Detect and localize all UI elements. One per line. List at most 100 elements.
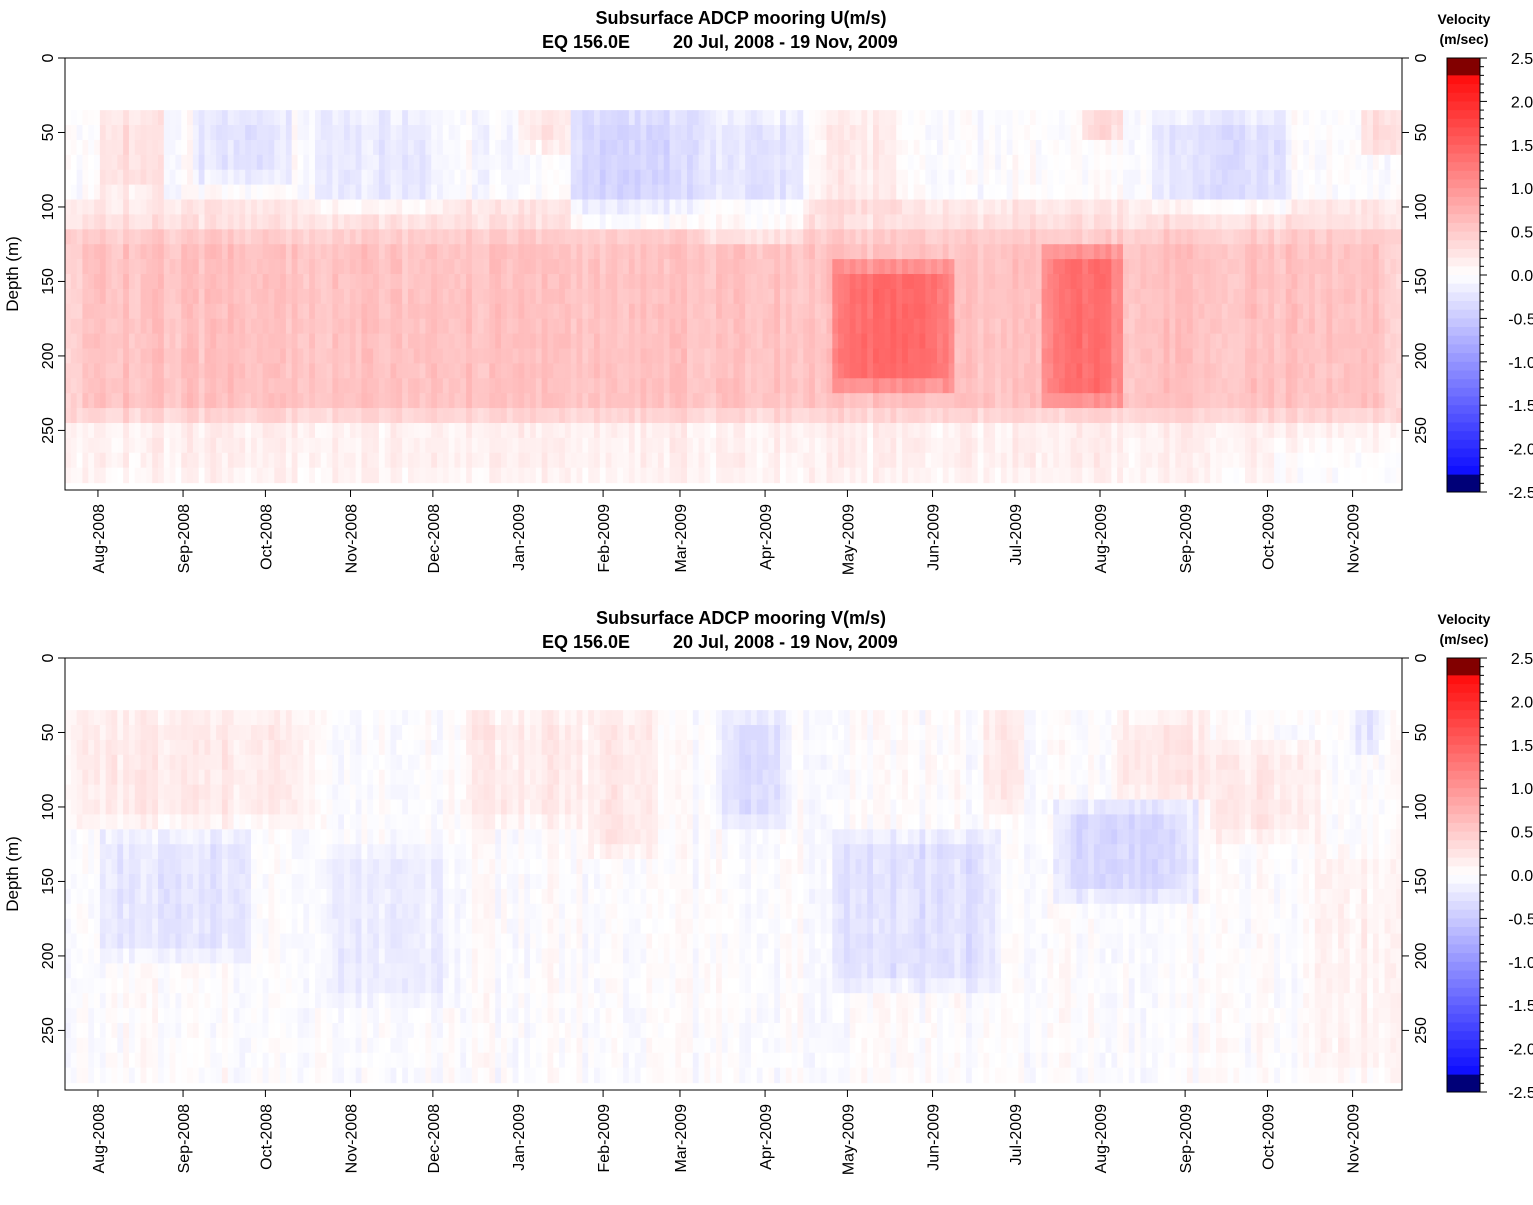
heatmap-cell <box>1192 467 1200 484</box>
heatmap-cell <box>791 244 799 260</box>
heatmap-cell <box>1053 259 1060 275</box>
heatmap-cell <box>698 288 706 305</box>
heatmap-cell <box>1175 318 1182 335</box>
heatmap-cell <box>1152 199 1159 216</box>
heatmap-cell <box>344 452 351 469</box>
heatmap-cell <box>158 452 165 469</box>
heatmap-cell <box>500 110 508 126</box>
heatmap-cell <box>605 467 613 484</box>
heatmap-cell <box>314 452 322 469</box>
heatmap-cell <box>477 154 485 171</box>
heatmap-cell <box>94 274 101 290</box>
heatmap-cell <box>570 288 578 305</box>
heatmap-cell <box>995 125 1002 141</box>
heatmap-cell <box>506 169 514 186</box>
heatmap-cell <box>128 318 136 335</box>
heatmap-cell <box>698 154 706 171</box>
heatmap-cell <box>1000 467 1008 484</box>
heatmap-cell <box>1152 452 1159 469</box>
heatmap-cell <box>477 303 485 320</box>
heatmap-cell <box>1093 229 1101 245</box>
heatmap-cell <box>750 274 758 290</box>
heatmap-cell <box>466 259 473 275</box>
heatmap-cell <box>489 110 496 126</box>
heatmap-cell <box>814 437 822 454</box>
heatmap-cell <box>1024 422 1031 439</box>
heatmap-cell <box>1181 318 1188 335</box>
heatmap-cell <box>657 139 665 156</box>
heatmap-cell <box>541 452 549 469</box>
heatmap-cell <box>832 110 839 126</box>
heatmap-cell <box>320 169 328 186</box>
heatmap-cell <box>553 139 560 156</box>
heatmap-cell <box>111 125 118 141</box>
heatmap-cell <box>518 333 525 350</box>
heatmap-cell <box>652 363 659 379</box>
heatmap-cell <box>983 229 990 245</box>
heatmap-cell <box>1006 408 1014 424</box>
heatmap-cell <box>756 274 764 290</box>
heatmap-cell <box>1093 154 1101 171</box>
heatmap-cell <box>890 244 897 260</box>
heatmap-cell <box>332 288 339 305</box>
heatmap-cell <box>76 437 84 454</box>
heatmap-cell <box>1070 452 1078 469</box>
heatmap-cell <box>960 303 967 320</box>
heatmap-cell <box>971 259 979 275</box>
heatmap-cell <box>657 110 665 126</box>
heatmap-cell <box>640 348 647 364</box>
heatmap-cell <box>512 378 520 394</box>
heatmap-cell <box>303 154 310 171</box>
heatmap-cell <box>936 229 944 245</box>
heatmap-cell <box>838 333 845 350</box>
heatmap-cell <box>570 110 578 126</box>
heatmap-cell <box>907 184 915 201</box>
heatmap-cell <box>431 199 438 216</box>
heatmap-cell <box>158 184 165 201</box>
heatmap-cell <box>692 259 700 275</box>
heatmap-cell <box>227 229 235 245</box>
heatmap-cell <box>407 288 415 305</box>
heatmap-cell <box>913 378 921 394</box>
heatmap-cell <box>437 408 444 424</box>
heatmap-cell <box>564 408 572 424</box>
heatmap-cell <box>1169 408 1176 424</box>
heatmap-cell <box>407 184 415 201</box>
heatmap-cell <box>140 303 147 320</box>
heatmap-cell <box>535 333 543 350</box>
heatmap-cell <box>1210 378 1217 394</box>
heatmap-cell <box>65 408 72 424</box>
heatmap-cell <box>966 154 973 171</box>
heatmap-cell <box>187 363 194 379</box>
heatmap-cell <box>1198 378 1205 394</box>
heatmap-cell <box>867 422 874 439</box>
heatmap-cell <box>407 318 415 335</box>
heatmap-cell <box>1012 274 1019 290</box>
heatmap-cell <box>181 318 188 335</box>
heatmap-cell <box>1024 139 1031 156</box>
heatmap-cell <box>745 229 752 245</box>
heatmap-cell <box>216 244 223 260</box>
heatmap-cell <box>99 184 107 201</box>
heatmap-cell <box>1006 348 1014 364</box>
heatmap-cell <box>582 318 589 335</box>
heatmap-cell <box>187 244 194 260</box>
heatmap-cell <box>948 125 955 141</box>
heatmap-cell <box>1140 318 1147 335</box>
heatmap-cell <box>727 408 735 424</box>
heatmap-cell <box>1146 348 1153 364</box>
heatmap-cell <box>884 378 892 394</box>
heatmap-cell <box>407 169 415 186</box>
heatmap-cell <box>826 393 833 409</box>
heatmap-cell <box>378 125 386 141</box>
heatmap-cell <box>919 139 926 156</box>
heatmap-cell <box>640 199 647 216</box>
heatmap-cell <box>349 139 357 156</box>
heatmap-cell <box>931 139 938 156</box>
heatmap-cell <box>227 169 235 186</box>
heatmap-cell <box>1070 229 1078 245</box>
heatmap-cell <box>745 259 752 275</box>
heatmap-cell <box>309 199 316 216</box>
heatmap-cell <box>88 363 95 379</box>
heatmap-cell <box>1140 169 1147 186</box>
